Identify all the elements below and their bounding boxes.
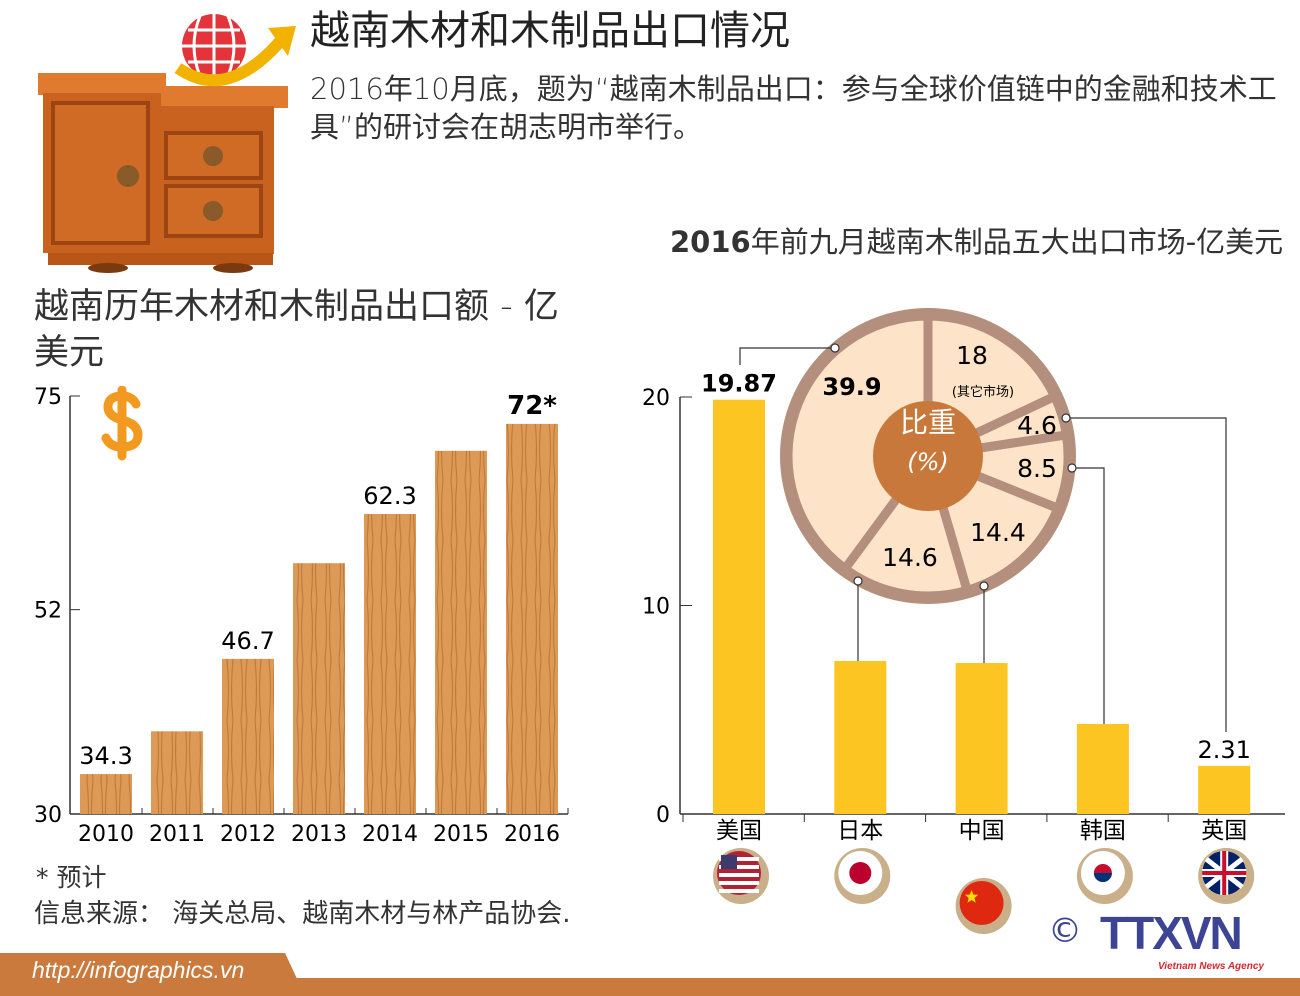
leader-line — [1072, 467, 1105, 724]
leader-dot — [853, 576, 863, 586]
pie-slice-美国 — [783, 311, 933, 576]
y-tick-label: 75 — [34, 385, 62, 410]
x-tick-label: 2013 — [291, 822, 347, 847]
flag-stripe — [719, 873, 759, 877]
pie-label: 14.6 — [882, 543, 938, 572]
leader-dot — [1067, 463, 1077, 473]
right-chart-title-text: 年前九月越南木制品五大出口市场-亿美元 — [750, 225, 1284, 259]
flag-star — [964, 890, 979, 903]
website-link[interactable]: http://infographics.vn — [32, 957, 245, 983]
right-chart-title: 2016年前九月越南木制品五大出口市场-亿美元 — [670, 222, 1290, 262]
x-tick-label: 日本 — [837, 818, 883, 844]
arrow-head-icon — [268, 26, 296, 56]
pie-label: 18 — [956, 341, 988, 370]
leader-line — [1066, 417, 1227, 732]
flag-stripe — [719, 881, 759, 885]
agency-name: Vietnam News Agency — [1158, 961, 1264, 972]
pie-label: 39.9 — [822, 373, 881, 401]
x-tick-label: 英国 — [1201, 818, 1247, 844]
flag-stripe — [719, 865, 759, 869]
x-tick-label: 2012 — [220, 822, 276, 847]
y-tick-label: 52 — [34, 599, 62, 624]
x-tick-label: 中国 — [959, 818, 1005, 844]
drawer-top — [158, 86, 288, 108]
flag-taeguk-blue — [1093, 873, 1112, 882]
cabinet-foot — [88, 263, 128, 273]
flag-sun — [849, 862, 872, 884]
bar-美国 — [713, 399, 765, 814]
japan-flag-icon — [834, 848, 891, 904]
page-title: 越南木材和木制品出口情况 — [310, 8, 790, 54]
ttxvn-logo: TTXVN — [1100, 907, 1243, 959]
bar-2013 — [293, 563, 345, 814]
x-tick-label: 2010 — [78, 822, 134, 847]
flag-canton — [721, 855, 737, 869]
source-text: 信息来源： 海关总局、越南木材与林产品协会. — [34, 899, 571, 929]
bar-英国 — [1198, 765, 1251, 814]
leader-dot — [979, 581, 989, 591]
data-label: 19.87 — [701, 370, 777, 398]
door-knob — [117, 165, 139, 187]
data-label: 72* — [507, 391, 557, 421]
pie-label: 14.4 — [970, 518, 1026, 547]
flag-stripe — [719, 857, 759, 861]
pie-label: 4.6 — [1017, 411, 1057, 440]
bar-2016 — [506, 423, 558, 814]
data-label: 2.31 — [1197, 736, 1250, 764]
flag-cross-red — [1202, 851, 1247, 895]
cabinet-top — [38, 73, 166, 95]
y-tick-label: 30 — [34, 803, 62, 828]
flag-stripe — [719, 889, 759, 893]
left-chart-title: 越南历年木材和木制品出口额 - 亿美元 — [34, 287, 559, 373]
y-tick-label: 20 — [642, 386, 670, 411]
leader-dot — [1061, 413, 1071, 423]
bar-2014 — [364, 513, 416, 814]
bar-2015 — [435, 450, 487, 814]
leader-line — [739, 347, 835, 365]
bar-韩国 — [1076, 723, 1129, 814]
data-label: 62.3 — [363, 482, 416, 510]
pie-label: 8.5 — [1017, 454, 1057, 483]
x-tick-label: 美国 — [716, 818, 762, 844]
copyright-icon: © — [1048, 911, 1082, 951]
x-tick-label: 韩国 — [1080, 818, 1126, 844]
y-tick-label: 0 — [656, 803, 670, 828]
pie-center — [873, 401, 983, 511]
y-tick-label: 10 — [642, 595, 670, 620]
footnote: * 预计 — [36, 863, 107, 892]
x-tick-label: 2014 — [362, 822, 418, 847]
us-flag-icon — [713, 848, 769, 904]
growth-arrow-icon — [174, 34, 288, 87]
bar-2010 — [80, 774, 132, 814]
x-tick-label: 2015 — [433, 822, 489, 847]
x-tick-label: 2016 — [504, 822, 560, 847]
globe-icon — [182, 14, 246, 78]
data-label: 34.3 — [79, 742, 132, 770]
korea-flag-icon — [1076, 848, 1133, 904]
bar-2012 — [222, 658, 274, 814]
data-label: 46.7 — [221, 627, 274, 655]
flag-field — [959, 881, 1004, 925]
footer-tab — [0, 953, 305, 996]
cabinet-base — [48, 253, 273, 265]
pie-sublabel: (其它市场) — [952, 384, 1014, 400]
pie-center-unit: (%) — [907, 448, 949, 476]
pie-center-label: 比重 — [900, 406, 956, 439]
page-subtitle: 2016年10月底，题为“越南木制品出口：参与全球价值链中的金融和技术工具”的研… — [310, 72, 1277, 144]
dollar-icon — [101, 386, 143, 461]
china-flag-icon — [955, 878, 1012, 934]
uk-flag-icon — [1198, 848, 1255, 904]
right-chart-title-year: 2016 — [670, 225, 751, 259]
furniture-illustration — [38, 14, 296, 273]
bar-2011 — [151, 731, 203, 814]
bar-日本 — [834, 660, 887, 814]
bar-中国 — [955, 663, 1008, 814]
drawer-knob — [203, 201, 223, 221]
drawer-knob — [203, 146, 223, 166]
cabinet-foot — [213, 263, 253, 273]
footer-bar — [0, 978, 1300, 996]
x-tick-label: 2011 — [149, 822, 205, 847]
leader-dot — [830, 343, 840, 353]
